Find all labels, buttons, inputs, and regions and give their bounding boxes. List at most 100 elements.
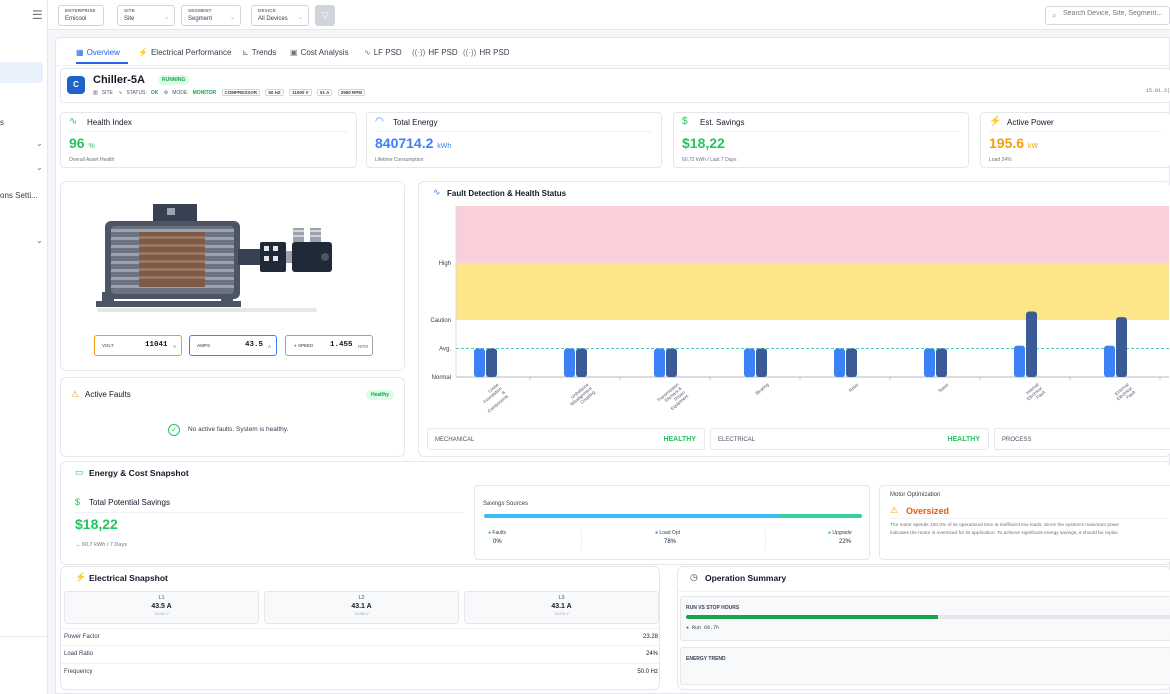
phase-l3: L3 43.1 A 11075 V — [464, 591, 659, 624]
timestamp: 15.01.2( — [1145, 88, 1170, 94]
segment-select[interactable]: SEGMENT Segment ⌄ — [181, 5, 241, 26]
chevron-down-icon: ⌄ — [297, 15, 303, 21]
divider — [375, 131, 653, 132]
tab-hf-psd[interactable]: ((·)) HF PSD — [412, 48, 458, 57]
row-value: 24% — [645, 651, 658, 657]
motor-optimization-card: Motor Optimization ⚠ Oversized The motor… — [879, 485, 1170, 560]
site-select[interactable]: SITE Site ⌄ — [117, 5, 175, 26]
fault-chart: Normal Avg. Caution High LooseFoundation&Com… — [430, 206, 1169, 414]
amps-gauge: AMPS 43.5 A — [189, 335, 277, 356]
dot-icon: ● — [488, 530, 492, 536]
sources-title: Savings Sources — [483, 501, 529, 507]
chevron-down-icon[interactable]: ⌄ — [36, 236, 43, 245]
zone-band — [456, 263, 1169, 320]
pulse-icon: ∿ — [433, 187, 441, 197]
kpi-value-wrap: 195.6 kW — [989, 135, 1038, 151]
filter-label: DEVICE — [258, 8, 276, 13]
row-label: Power Factor — [64, 634, 100, 640]
tab-trends[interactable]: ⊾ Trends — [242, 48, 276, 57]
energy-cost-snapshot: ▭ Energy & Cost Snapshot $ Total Potenti… — [60, 461, 1170, 565]
pulse-icon: ∿ — [69, 116, 78, 127]
x-tick-label: Bearing — [755, 382, 770, 396]
gauge-icon: ◠ — [375, 116, 384, 127]
kpi-subtitle: 60,72 kWh / Last 7 Days — [682, 157, 737, 163]
divider — [69, 131, 348, 132]
divider — [682, 131, 960, 132]
x-tick-label: LooseFoundation&Components — [477, 381, 510, 413]
search-input[interactable] — [1063, 10, 1168, 17]
active-faults-title: Active Faults — [85, 390, 131, 399]
savings-value: $18,22 — [75, 516, 118, 532]
tab-label: Overview — [86, 48, 120, 57]
y-tick-label: Normal — [432, 375, 451, 381]
fault-bar — [846, 348, 857, 377]
operation-summary: ◷ Operation Summary RUN VS STOP HOURS ● … — [677, 566, 1170, 690]
run-hours: Run 69.7h — [692, 625, 720, 631]
search-box[interactable]: ⌕ — [1045, 6, 1170, 25]
row-label: Frequency — [64, 669, 93, 675]
legend-value: 78% — [664, 539, 677, 545]
chevron-down-icon[interactable]: ⌄ — [36, 139, 43, 148]
energy-trend-card: ENERGY TREND — [680, 647, 1170, 685]
fault-bar — [576, 348, 587, 377]
kpi-value-wrap: 840714.2 kWh — [375, 135, 451, 151]
run-bar-fill — [686, 615, 939, 619]
kpi-value: 195.6 — [989, 135, 1025, 151]
dollar-icon: $ — [75, 497, 81, 507]
optimization-status: Oversized — [906, 506, 950, 516]
filter-value: Segment — [188, 16, 213, 22]
x-tick-label: ExternalElectricalFault — [1112, 381, 1136, 405]
kpi-value: $18,22 — [682, 135, 725, 151]
device-header: C Chiller-5A RUNNING ▥ SITE ∿ STATUS: OK ⚙ M… — [60, 68, 1170, 103]
kpi-unit: kWh — [437, 143, 452, 150]
filter-value: Site — [124, 16, 135, 22]
clock-icon: ◷ — [690, 572, 698, 582]
site-icon: ▥ — [93, 90, 98, 96]
gauge-value: 1.455 — [330, 341, 353, 349]
phase-label: L2 — [358, 595, 365, 601]
kpi-subtitle: Overall Asset Health — [69, 157, 115, 163]
menu-icon[interactable]: ☰ — [32, 8, 43, 22]
phase-amps: 43.1 A — [351, 603, 372, 610]
tab-overview[interactable]: ▦ Overview — [76, 48, 120, 57]
tab-lf-psd[interactable]: ∿ LF PSD — [364, 48, 402, 57]
calendar-icon: ▣ — [290, 48, 298, 57]
sidebar-item-label[interactable]: ons Setti... — [0, 191, 38, 200]
filter-button[interactable]: ▽ — [315, 5, 335, 26]
sidebar-item-active[interactable] — [0, 62, 43, 83]
tab-hr-psd[interactable]: ((·)) HR PSD — [463, 48, 510, 57]
device-select[interactable]: DEVICE All Devices ⌄ — [251, 5, 309, 26]
gauge-unit: A — [268, 344, 272, 349]
sidebar-item-label[interactable]: s — [0, 118, 4, 127]
tab-cost-analysis[interactable]: ▣ Cost Analysis — [290, 48, 349, 57]
kpi-subtitle: Load 24% — [989, 157, 1012, 163]
status-process: PROCESS — [994, 428, 1170, 450]
row-value: 50.0 Hz — [637, 669, 658, 675]
tab-electrical-performance[interactable]: ⚡ Electrical Performance — [138, 48, 231, 57]
grid-icon: ▦ — [76, 48, 84, 57]
filter-label: ENTERPRISE — [65, 8, 96, 13]
filter-value: Emicool — [65, 16, 87, 22]
y-tick-label: High — [439, 261, 451, 267]
sources-bar-segment — [778, 514, 862, 518]
signal-icon: ((·)) — [412, 48, 426, 57]
y-tick-label: Caution — [430, 318, 451, 324]
legend-item: ● Upgrade — [828, 530, 852, 536]
gauge-label: VOLT — [102, 343, 114, 348]
fault-bar — [474, 348, 485, 377]
tab-label: HF PSD — [428, 48, 458, 57]
legend-item: ● Load Opt — [655, 530, 680, 536]
chip-speed: 2960 RPM — [337, 89, 365, 96]
filter-bar: ENTERPRISE Emicool SITE Site ⌄ SEGMENT S… — [48, 0, 1170, 30]
enterprise-select[interactable]: ENTERPRISE Emicool — [58, 5, 104, 26]
chip-frequency: 50 HZ — [265, 89, 284, 96]
status-value: OK — [150, 90, 159, 96]
x-tick-label: TransmissionElement &DrivenEquipment — [656, 381, 690, 414]
tab-label: Cost Analysis — [300, 48, 349, 57]
chevron-down-icon[interactable]: ⌄ — [36, 163, 43, 172]
phase-l1: L1 43.5 A 11041 V — [64, 591, 259, 624]
fault-bar — [486, 348, 497, 377]
electrical-snapshot: ⚡ Electrical Snapshot L1 43.5 A 11041 V … — [60, 566, 661, 690]
search-icon: ⌕ — [1052, 11, 1057, 20]
power-factor-row: Power Factor 23.28 — [61, 628, 661, 646]
